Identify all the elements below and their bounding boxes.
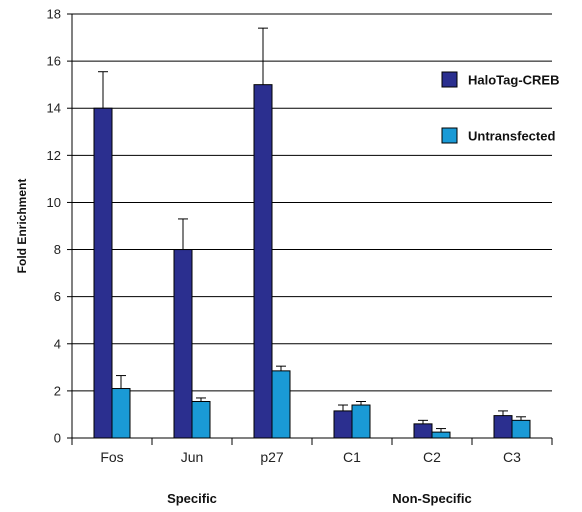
bar-untransfected-c2 (431, 431, 451, 439)
bar-halotag-creb-c2 (413, 423, 433, 439)
y-tick-label: 0 (54, 431, 61, 446)
bar-halotag-creb-c3 (493, 415, 513, 439)
bar-untransfected-p27 (271, 370, 291, 439)
x-tick-label: Fos (100, 449, 123, 465)
x-tick-label: C1 (343, 449, 361, 465)
x-tick-label: Jun (181, 449, 204, 465)
legend-label: Untransfected (468, 129, 555, 144)
x-tick-labels: Fos Jun p27 C1 C2 C3 (100, 449, 521, 465)
bar-halotag-creb-jun (173, 249, 193, 439)
bar-untransfected-fos (111, 388, 131, 439)
y-tick-label: 18 (47, 7, 61, 22)
x-tick-label: C2 (423, 449, 441, 465)
bars (93, 84, 531, 439)
y-tick-label: 4 (54, 336, 61, 351)
legend-swatch (441, 71, 458, 88)
gridlines (72, 13, 552, 392)
legend-label: HaloTag-CREB (468, 73, 559, 88)
y-tick-label: 6 (54, 289, 61, 304)
bar-halotag-creb-fos (93, 107, 113, 439)
group-labels: Specific Non-Specific (167, 491, 472, 506)
y-tick-label: 8 (54, 242, 61, 257)
bar-untransfected-jun (191, 400, 211, 439)
x-tick-label: C3 (503, 449, 521, 465)
bar-halotag-creb-p27 (253, 84, 273, 439)
legend: HaloTag-CREB Untransfected (441, 71, 559, 144)
legend-swatch (441, 127, 458, 144)
bar-halotag-creb-c1 (333, 410, 353, 439)
x-tick-label: p27 (260, 449, 284, 465)
bar-untransfected-c3 (511, 419, 531, 439)
group-label: Specific (167, 491, 217, 506)
y-tick-labels: 0 2 4 6 8 10 12 14 16 18 (47, 7, 61, 446)
error-bars (98, 27, 526, 433)
y-tick-label: 2 (54, 383, 61, 398)
y-axis-label: Fold Enrichment (15, 179, 29, 274)
y-tick-label: 12 (47, 148, 61, 163)
y-tick-label: 10 (47, 195, 61, 210)
bar-untransfected-c1 (351, 404, 371, 439)
y-tick-label: 14 (47, 101, 61, 116)
axes (67, 13, 553, 445)
y-tick-label: 16 (47, 54, 61, 69)
group-label: Non-Specific (392, 491, 471, 506)
